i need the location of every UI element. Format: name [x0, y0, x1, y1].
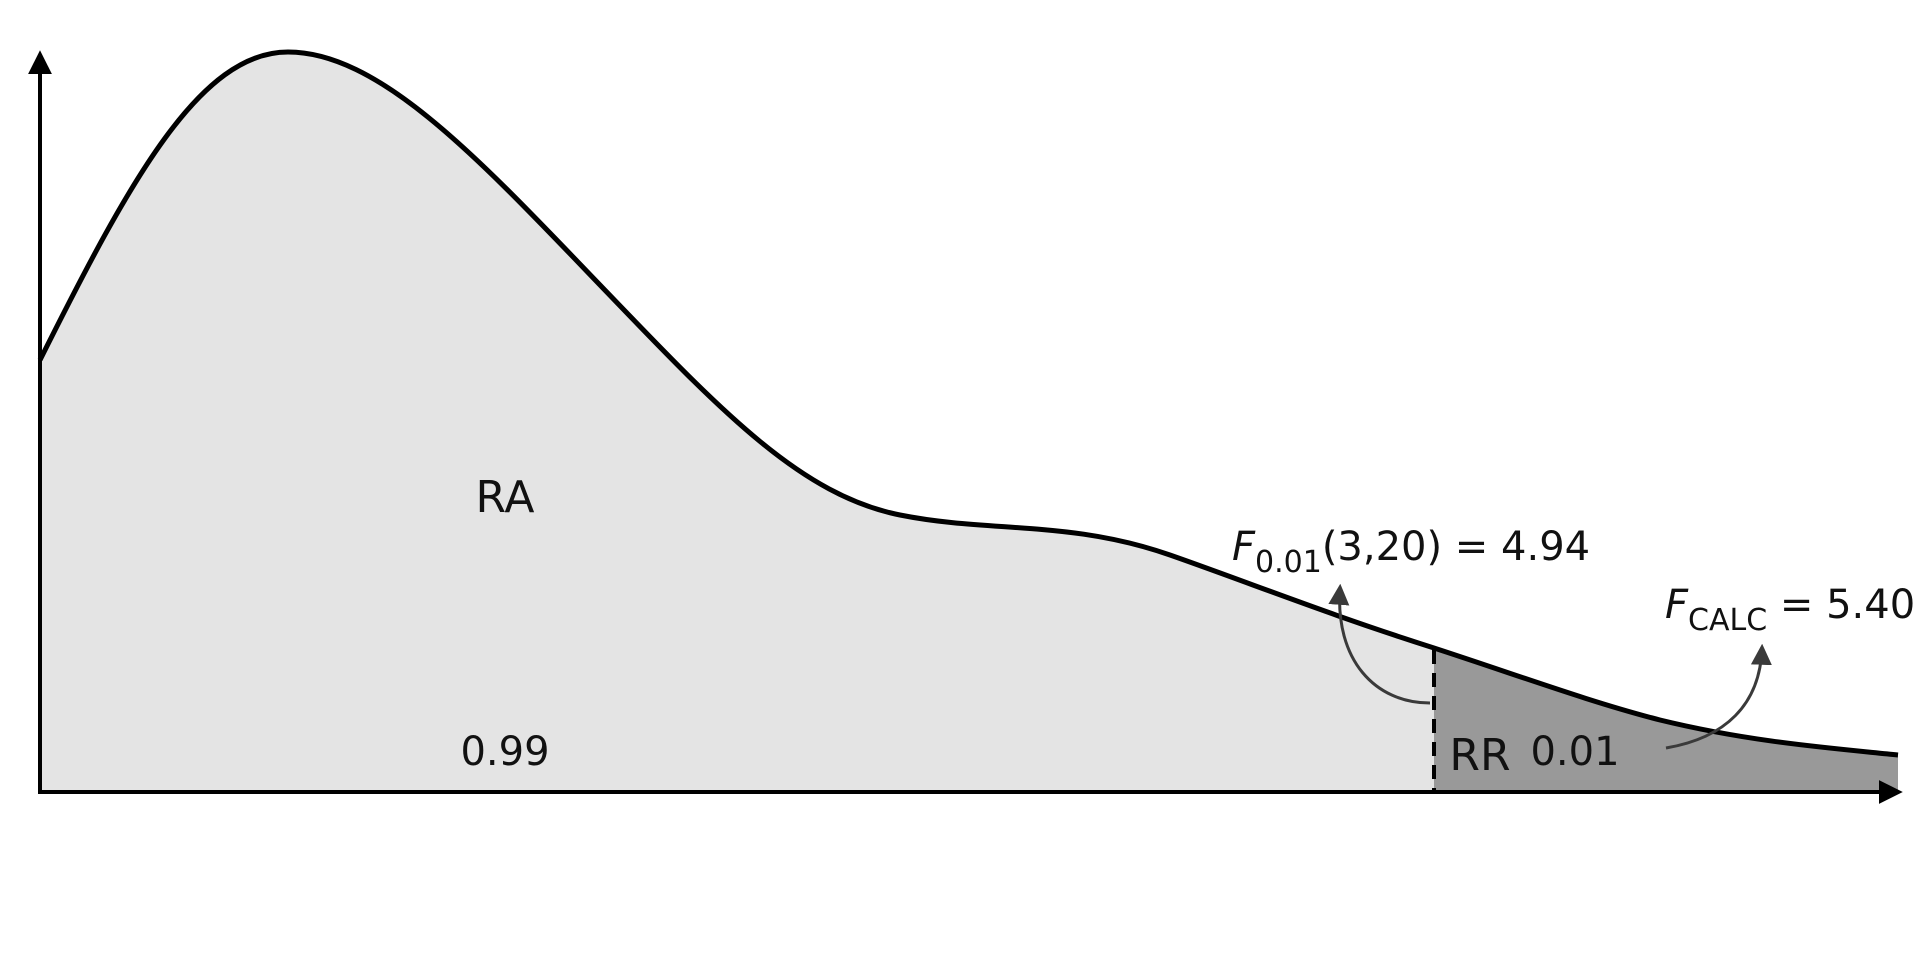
rejection-region-label: RR	[1449, 730, 1510, 781]
critical-value-subscript: 0.01	[1255, 545, 1322, 580]
acceptance-region-label: RA	[476, 472, 535, 523]
calculated-value-label: FCALC = 5.40	[1665, 582, 1915, 638]
critical-value-rest: (3,20) = 4.94	[1322, 524, 1590, 570]
density-curve	[37, 49, 1899, 758]
rejection-region	[1434, 648, 1898, 792]
critical-value-arrow	[1328, 583, 1431, 705]
critical-value-symbol: F	[1232, 524, 1256, 570]
calculated-value-symbol: F	[1665, 582, 1689, 628]
calculated-value-arrow	[1665, 643, 1772, 750]
critical-value-label: F0.01(3,20) = 4.94	[1232, 524, 1590, 580]
calculated-value-subscript: CALC	[1688, 603, 1767, 638]
calculated-value-rest: = 5.40	[1767, 582, 1915, 628]
rejection-area-label: 0.01	[1530, 729, 1619, 775]
acceptance-area-label: 0.99	[460, 729, 549, 775]
